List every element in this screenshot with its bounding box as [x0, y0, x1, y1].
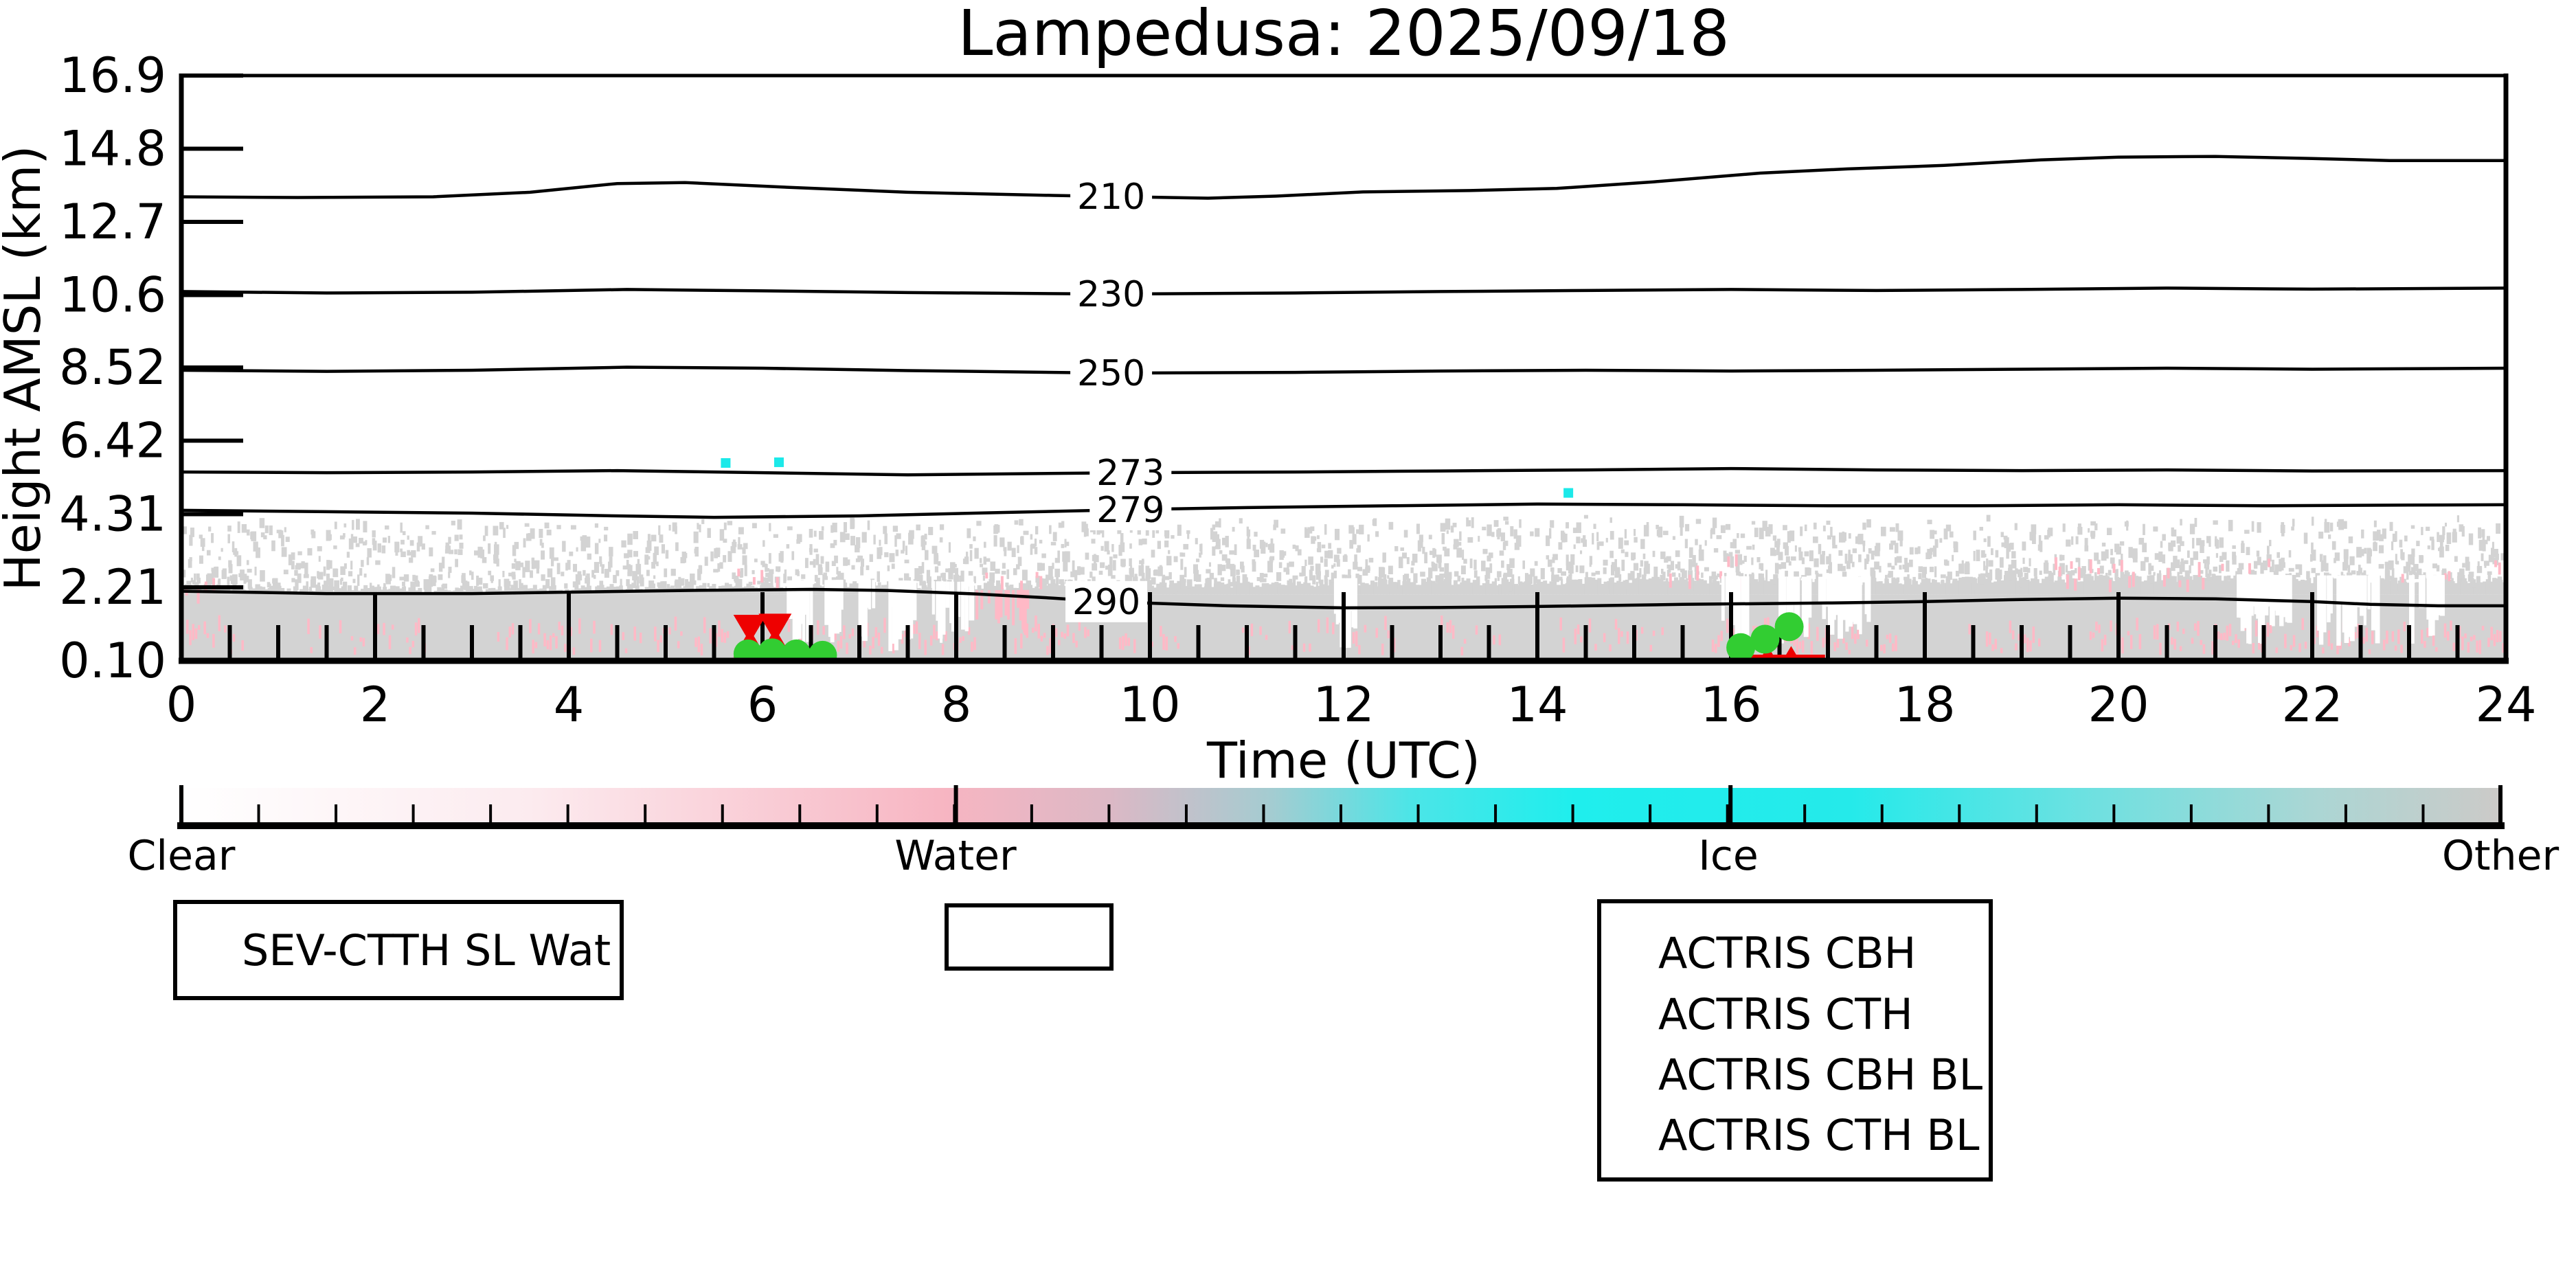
- contour-line-250: [181, 365, 2506, 375]
- sev-ctth-marker: [782, 639, 811, 661]
- contour-line-210: [181, 155, 2506, 200]
- x-tick-label: 12: [1313, 677, 1374, 733]
- contour-line-290: [181, 587, 2506, 610]
- x-tick-label: 8: [941, 677, 972, 733]
- x-tick-label: 10: [1119, 677, 1180, 733]
- colorbar: [177, 785, 2505, 829]
- legend-item-sev-ctth-label: SEV-CTTH SL Wat: [242, 925, 611, 975]
- sev-ctth-marker: [1750, 624, 1780, 654]
- actris-cbh-marker: [1759, 646, 1777, 661]
- legend-item-actris-cth-label: ACTRIS CTH: [1658, 989, 1913, 1039]
- x-tick-label: 16: [1700, 677, 1761, 733]
- chart-render-root: 21023025027327929016.914.812.710.68.526.…: [59, 47, 2537, 1153]
- ice-pixel-speck: [773, 457, 784, 467]
- sev-ctth-marker: [808, 640, 837, 661]
- sev-ctth-marker: [1774, 612, 1804, 642]
- x-axis-label: Time (UTC): [1206, 732, 1480, 789]
- contour-line-230: [181, 286, 2506, 296]
- x-tick-label: 6: [747, 677, 778, 733]
- contour-label-290: 290: [1072, 582, 1140, 623]
- x-tick-label: 4: [554, 677, 585, 733]
- ice-pixel-speck: [1563, 488, 1574, 498]
- sev-ctth-marker: [1726, 633, 1756, 661]
- legend-item-actris-cbh-label: ACTRIS CBH: [1658, 928, 1916, 978]
- y-tick-label: 14.8: [59, 121, 166, 177]
- y-tick-label: 6.42: [59, 412, 166, 468]
- legend-box-empty: [945, 903, 1114, 971]
- contour-label-273: 273: [1096, 453, 1164, 494]
- plot-spines: [179, 74, 2509, 664]
- actris-cth-marker: [733, 614, 767, 643]
- colorbar-label-other: Other: [2442, 832, 2560, 880]
- chart-title: Lampedusa: 2025/09/18: [958, 0, 1730, 70]
- actris-cth-marker: [758, 613, 792, 642]
- sev-ctth-marker: [758, 638, 787, 661]
- y-tick-label: 2.21: [59, 559, 166, 615]
- x-tick-label: 24: [2475, 677, 2536, 733]
- y-tick-label: 4.31: [59, 486, 166, 542]
- contour-line-279: [181, 502, 2506, 519]
- x-tick-label: 20: [2088, 677, 2149, 733]
- ice-pixel-speck: [721, 457, 731, 468]
- colorbar-label-water: Water: [894, 832, 1017, 880]
- legend-box-actris: [1597, 899, 1993, 1182]
- y-tick-label: 8.52: [59, 339, 166, 396]
- sev-ctth-marker: [733, 639, 762, 661]
- x-tick-label: 14: [1506, 677, 1568, 733]
- legend-box-sev-ctth: [173, 900, 624, 1000]
- colorbar-label-ice: Ice: [1698, 832, 1759, 880]
- legend-item-actris-cbh-bl-label: ACTRIS CBH BL: [1658, 1050, 1983, 1100]
- observation-markers: [733, 612, 1825, 661]
- x-tick-label: 18: [1894, 677, 1955, 733]
- y-tick-label: 0.10: [59, 633, 166, 689]
- contour-label-250: 250: [1077, 353, 1145, 394]
- y-axis-label: Height AMSL (km): [0, 146, 52, 591]
- colorbar-label-clear: Clear: [128, 832, 236, 880]
- contour-label-210: 210: [1077, 177, 1145, 218]
- y-tick-label: 12.7: [59, 194, 166, 250]
- contour-label-279: 279: [1096, 490, 1164, 531]
- actris-cbh-marker: [1782, 646, 1800, 661]
- contour-label-230: 230: [1077, 274, 1145, 315]
- x-tick-label: 2: [360, 677, 391, 733]
- legend-item-actris-cth-bl-label: ACTRIS CTH BL: [1658, 1110, 1980, 1160]
- y-tick-label: 10.6: [59, 267, 166, 324]
- temperature-contours: [181, 155, 2506, 610]
- x-tick-label: 0: [166, 677, 197, 733]
- x-tick-label: 22: [2281, 677, 2342, 733]
- y-tick-label: 16.9: [59, 47, 166, 104]
- cloud-mask-texture: [181, 457, 2506, 661]
- contour-line-273: [181, 466, 2506, 477]
